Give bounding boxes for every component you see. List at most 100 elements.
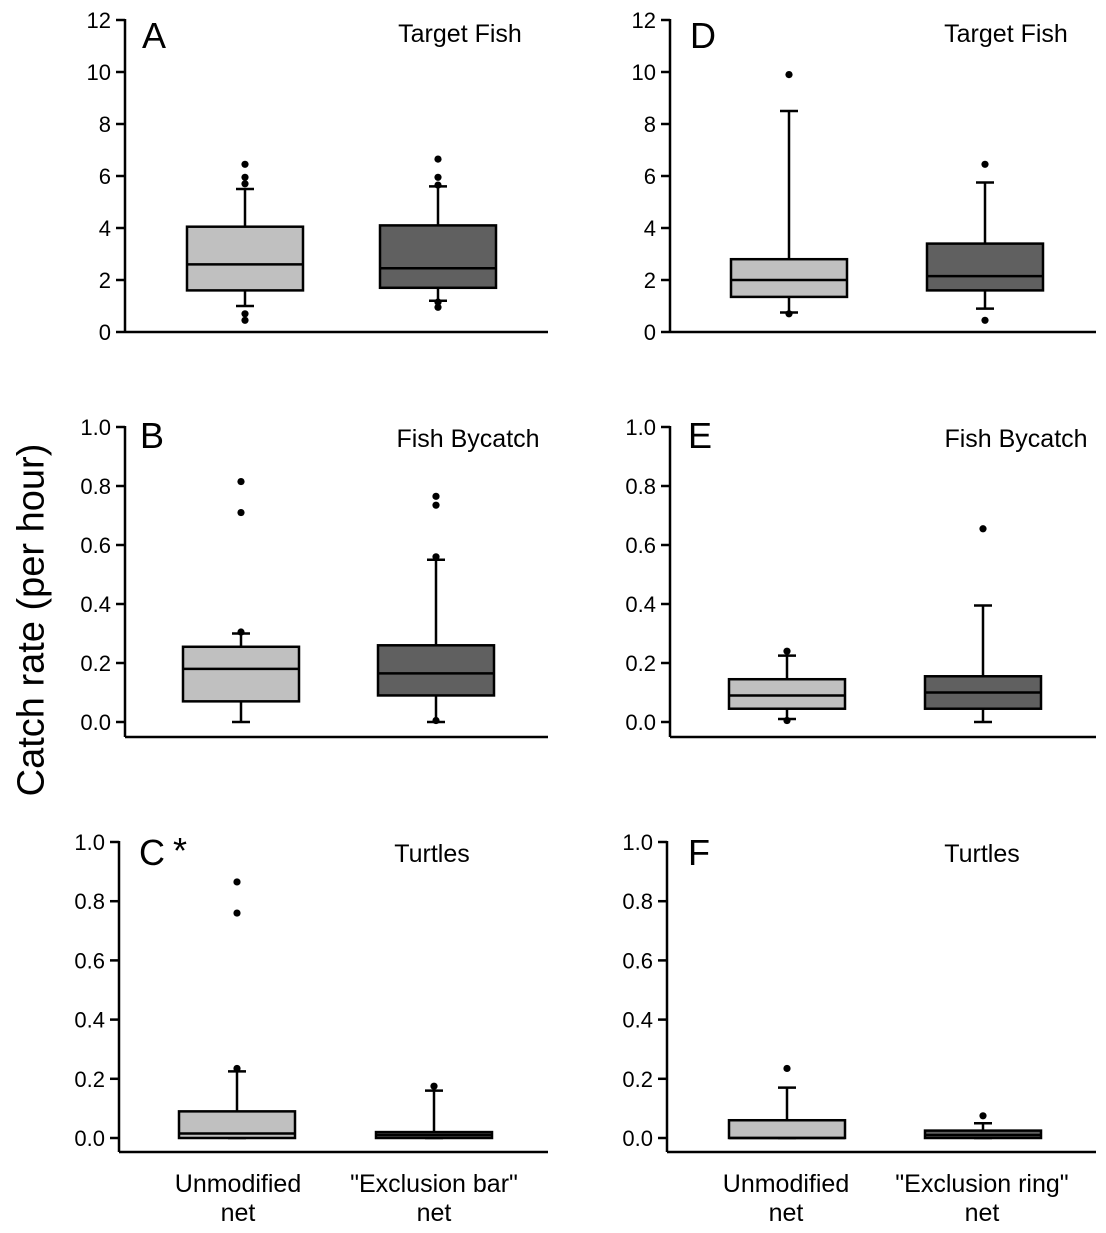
outlier-point xyxy=(783,1064,791,1073)
iqr-box xyxy=(378,224,498,290)
outlier-point xyxy=(430,1082,438,1090)
y-tick-label: 8 xyxy=(644,112,656,137)
outlier-point xyxy=(237,477,245,486)
box-unmodified xyxy=(181,477,301,724)
y-tick-label: 10 xyxy=(632,60,656,85)
outlier-point xyxy=(241,310,249,318)
iqr-box xyxy=(925,242,1045,292)
y-tick-label: 0.6 xyxy=(80,533,111,558)
y-tick-label: 0.2 xyxy=(625,651,656,676)
panel-title: Target Fish xyxy=(398,20,522,48)
y-tick-label: 4 xyxy=(644,216,656,241)
box-unmodified xyxy=(729,71,849,318)
y-tick-label: 0.0 xyxy=(622,1126,653,1151)
panel-c: 0.0 0.2 0.4 0.6 0.8 1.0 C * Turtles xyxy=(74,830,548,1154)
y-tick-label: 0.2 xyxy=(74,1067,105,1092)
outlier-point xyxy=(434,303,442,311)
outlier-point xyxy=(237,628,245,636)
category-label-line1: "Exclusion bar" xyxy=(350,1170,518,1198)
iqr-box xyxy=(376,644,496,697)
outlier-point xyxy=(981,316,989,324)
y-tick-label: 1.0 xyxy=(625,415,656,440)
y-tick-label: 0.4 xyxy=(622,1008,653,1033)
y-tick-label: 0.6 xyxy=(74,948,105,973)
category-label-right-exclusion-ring: "Exclusion ring" net xyxy=(882,1170,1082,1228)
y-tick-label: 12 xyxy=(87,8,111,33)
outlier-point xyxy=(434,181,442,189)
y-tick-label: 0.8 xyxy=(74,889,105,914)
outlier-point xyxy=(432,716,440,725)
box-exclusion xyxy=(378,155,498,311)
outlier-point xyxy=(785,310,793,318)
box-unmodified xyxy=(185,160,305,324)
y-tick-label: 2 xyxy=(99,268,111,293)
outlier-point xyxy=(237,508,245,517)
y-tick-label: 1.0 xyxy=(80,415,111,440)
outlier-point xyxy=(783,716,791,725)
y-tick-label: 8 xyxy=(99,112,111,137)
outlier-point xyxy=(434,173,442,181)
box-exclusion xyxy=(925,160,1045,324)
panel-title: Fish Bycatch xyxy=(396,425,539,453)
panel-d: 0 2 4 6 8 10 12 D Target Fish xyxy=(632,8,1096,345)
y-tick-label: 6 xyxy=(99,164,111,189)
y-tick-label: 10 xyxy=(87,60,111,85)
y-tick-label: 0.2 xyxy=(80,651,111,676)
y-tick-label: 4 xyxy=(99,216,111,241)
outlier-point xyxy=(783,647,791,655)
panel-e: 0.0 0.2 0.4 0.6 0.8 1.0 E Fish Bycatch xyxy=(625,415,1096,739)
category-label-line2: net xyxy=(964,1199,1000,1227)
panel-b: 0.0 0.2 0.4 0.6 0.8 1.0 B Fish Bycatch xyxy=(80,415,548,739)
category-label-line2: net xyxy=(220,1199,256,1227)
y-tick-label: 0.8 xyxy=(622,889,653,914)
panel-title: Fish Bycatch xyxy=(944,425,1087,453)
panel-letter: F xyxy=(688,832,710,873)
y-tick-label: 12 xyxy=(632,8,656,33)
category-label-line2: net xyxy=(416,1199,452,1227)
category-label-line1: Unmodified xyxy=(722,1170,850,1198)
y-tick-label: 2 xyxy=(644,268,656,293)
y-tick-label: 0.0 xyxy=(625,710,656,735)
iqr-box xyxy=(185,225,305,292)
panel-letter: E xyxy=(688,415,712,456)
y-tick-label: 0.4 xyxy=(74,1008,105,1033)
panel-title: Turtles xyxy=(944,840,1019,868)
box-exclusion xyxy=(374,1082,494,1140)
outlier-point xyxy=(241,180,249,188)
category-label-line1: Unmodified xyxy=(174,1170,302,1198)
outlier-point xyxy=(979,525,987,533)
y-tick-label: 1.0 xyxy=(622,830,653,855)
outlier-point xyxy=(785,71,793,79)
box-unmodified xyxy=(177,878,297,1140)
outlier-point xyxy=(233,878,241,886)
y-tick-label: 0.4 xyxy=(80,592,111,617)
y-tick-label: 0.0 xyxy=(74,1126,105,1151)
outlier-point xyxy=(241,173,249,181)
panel-a: 0 2 4 6 8 10 12 A Target Fish xyxy=(87,8,548,345)
box-exclusion xyxy=(376,492,496,725)
category-label-line2: net xyxy=(768,1199,804,1227)
outlier-point xyxy=(432,501,440,509)
category-label-right-unmodified: Unmodified net xyxy=(686,1170,886,1228)
outlier-point xyxy=(432,492,440,500)
iqr-box xyxy=(727,677,847,710)
panel-f: 0.0 0.2 0.4 0.6 0.8 1.0 F Turtles xyxy=(622,830,1096,1154)
y-tick-label: 0.8 xyxy=(80,474,111,499)
box-unmodified xyxy=(727,1064,847,1140)
y-tick-label: 0.4 xyxy=(625,592,656,617)
box-exclusion xyxy=(923,525,1043,724)
y-tick-label: 1.0 xyxy=(74,830,105,855)
y-tick-label: 0.2 xyxy=(622,1067,653,1092)
iqr-box xyxy=(727,1118,847,1140)
panel-title: Turtles xyxy=(394,840,469,868)
box-unmodified xyxy=(727,647,847,725)
y-tick-label: 0 xyxy=(99,320,111,345)
y-tick-label: 0 xyxy=(644,320,656,345)
outlier-point xyxy=(241,160,249,168)
category-label-left-unmodified: Unmodified net xyxy=(138,1170,338,1228)
iqr-box xyxy=(729,257,849,299)
panel-letter: D xyxy=(690,15,716,56)
outlier-point xyxy=(233,1064,241,1073)
significance-marker: * xyxy=(173,830,187,871)
